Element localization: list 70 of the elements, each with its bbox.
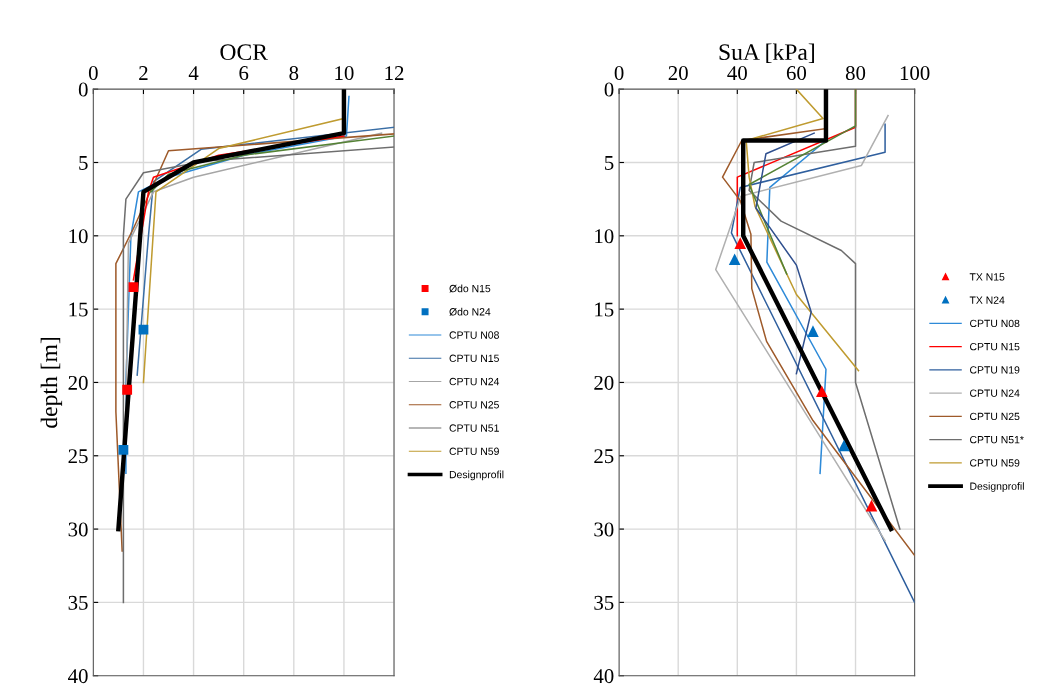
y-tick-label: 30 <box>594 522 614 537</box>
legend-label: CPTU N08 <box>970 319 1020 328</box>
y-tick-label: 30 <box>68 522 88 537</box>
x-tick-label: 12 <box>385 66 404 80</box>
legend-label: CPTU N24 <box>970 389 1020 397</box>
line-series <box>745 89 860 372</box>
legend-label: CPTU N15 <box>449 354 499 362</box>
y-tick-label: 15 <box>595 302 614 317</box>
line-series <box>714 114 889 542</box>
y-tick-label: 35 <box>594 595 614 610</box>
line-series <box>748 89 857 275</box>
legend-label: CPTU N15 <box>970 342 1020 351</box>
y-tick-label: 0 <box>78 82 88 97</box>
point <box>816 385 828 398</box>
point <box>118 444 129 455</box>
point <box>128 282 139 293</box>
y-tick-label: 40 <box>68 669 88 684</box>
point <box>728 253 741 266</box>
x-tick-label: 40 <box>727 66 747 81</box>
legend-label: TX N15 <box>969 273 1005 281</box>
line-series <box>755 132 815 375</box>
legend-label: CPTU N25 <box>449 401 499 409</box>
legend-label: TX N24 <box>969 296 1005 304</box>
x-tick-label: 20 <box>668 66 688 81</box>
y-tick-label: 15 <box>69 302 88 317</box>
y-tick-label: 40 <box>593 669 614 684</box>
point <box>865 499 878 512</box>
y-tick-label: 10 <box>595 229 614 244</box>
legend-label: CPTU N08 <box>449 331 499 339</box>
y-tick-label: 10 <box>69 229 88 244</box>
y-tick-label: 0 <box>604 82 614 97</box>
line-series <box>150 135 395 193</box>
y-axis-title: depth [m] <box>40 337 63 428</box>
x-tick-label: 80 <box>845 66 866 81</box>
y-tick-label: 25 <box>594 449 614 464</box>
y-tick-label: 20 <box>594 375 614 390</box>
y-tick-label: 25 <box>68 449 88 464</box>
point <box>122 384 133 395</box>
legend-label: CPTU N19 <box>970 366 1020 374</box>
legend-label: Designprofil <box>970 482 1024 492</box>
y-tick-label: 20 <box>68 375 88 390</box>
y-tick-label: 5 <box>79 156 88 170</box>
point <box>807 325 819 337</box>
legend-label: CPTU N25 <box>970 412 1020 421</box>
line-series <box>136 126 395 376</box>
legend-label: CPTU N51* <box>970 435 1024 444</box>
x-tick-label: 0 <box>88 66 98 81</box>
point <box>138 324 149 335</box>
x-tick-label: 2 <box>139 66 148 80</box>
y-tick-label: 5 <box>605 156 614 170</box>
legend-label: CPTU N59 <box>449 447 499 455</box>
legend-label: CPTU N59 <box>970 459 1020 467</box>
x-axis-title: SuA [kPa] <box>719 43 814 64</box>
legend-label: Ødo N15 <box>449 284 491 293</box>
legend-label: Ødo N24 <box>449 307 491 316</box>
x-tick-label: 4 <box>188 66 199 80</box>
y-tick-label: 35 <box>68 595 88 610</box>
legend-label: CPTU N51 <box>449 424 499 432</box>
x-axis-title: OCR <box>220 44 268 61</box>
x-tick-label: 60 <box>786 66 807 81</box>
line-series <box>142 117 345 384</box>
x-tick-label: 10 <box>335 66 354 81</box>
x-tick-label: 8 <box>289 66 299 81</box>
x-tick-label: 100 <box>900 66 930 81</box>
x-tick-label: 6 <box>239 66 249 81</box>
point <box>734 237 747 249</box>
line-series <box>116 89 347 532</box>
legend-label: CPTU N24 <box>449 377 500 386</box>
x-tick-label: 0 <box>614 66 624 81</box>
legend-label: Designprofil <box>449 470 504 481</box>
